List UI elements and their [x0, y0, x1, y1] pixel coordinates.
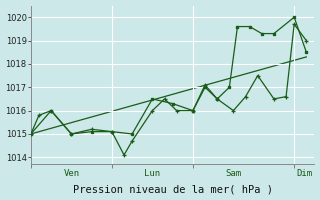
- Text: Ven: Ven: [63, 169, 79, 178]
- X-axis label: Pression niveau de la mer( hPa ): Pression niveau de la mer( hPa ): [73, 184, 273, 194]
- Text: Dim: Dim: [296, 169, 312, 178]
- Text: Sam: Sam: [225, 169, 242, 178]
- Text: Lun: Lun: [144, 169, 160, 178]
